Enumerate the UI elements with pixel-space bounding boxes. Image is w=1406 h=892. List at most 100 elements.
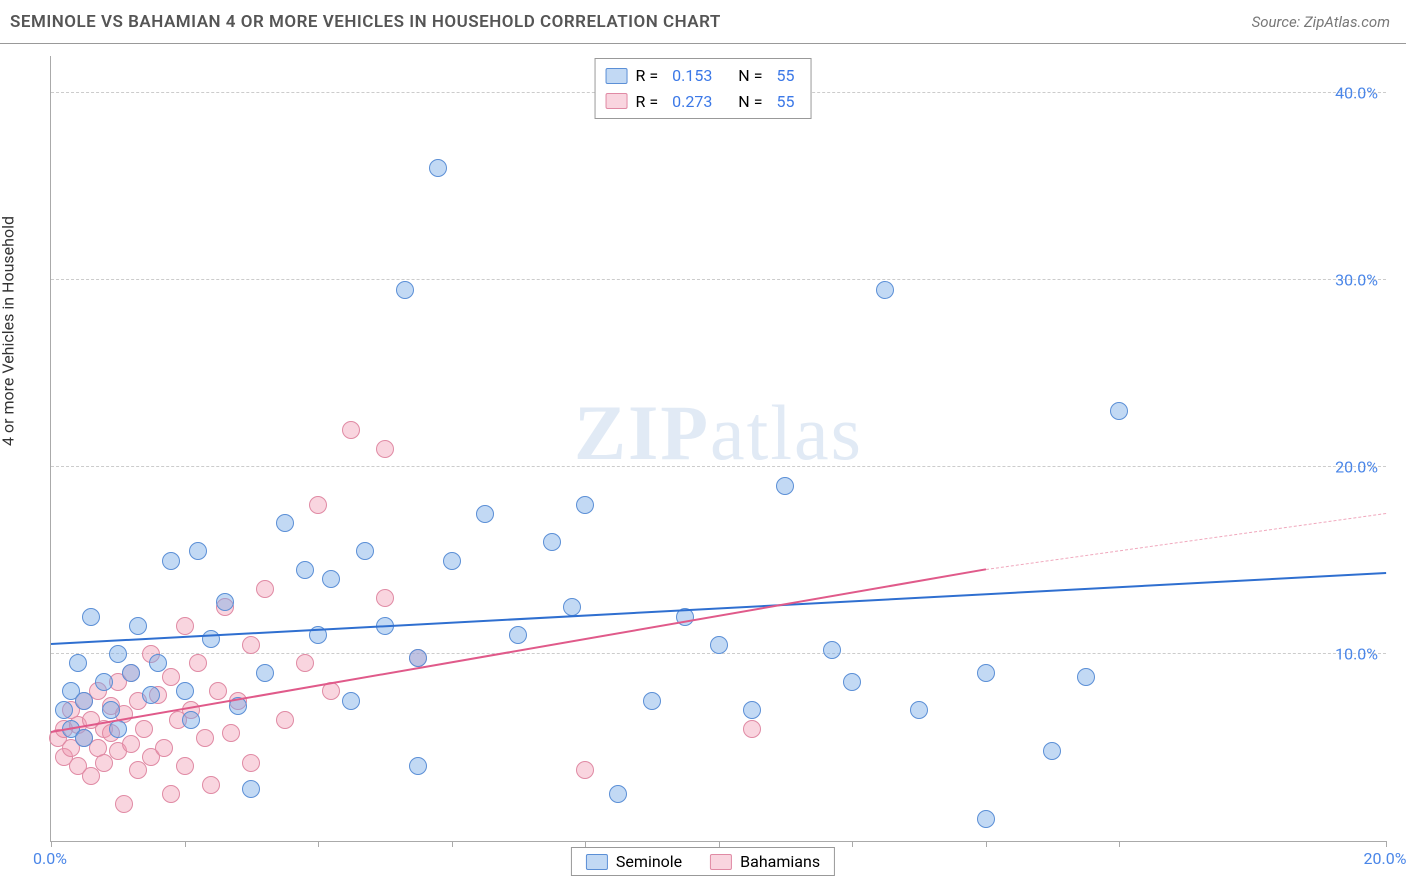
chart-title: SEMINOLE VS BAHAMIAN 4 OR MORE VEHICLES … [10,12,721,32]
swatch-bahamian [606,93,628,109]
gridline-h [51,279,1386,280]
r-label: R = [636,89,659,115]
seminole-point [296,561,314,579]
trend-bahamian [51,568,986,733]
bahamian-point [276,711,294,729]
legend-series: Seminole Bahamians [571,847,835,876]
bahamian-point [209,682,227,700]
seminole-point [977,810,995,828]
trend-bahamian-dash [985,513,1386,570]
xtick [986,841,987,847]
bahamian-point [242,754,260,772]
seminole-point [977,664,995,682]
bahamian-point [115,795,133,813]
legend-label: Bahamians [740,852,820,871]
bahamian-point [296,654,314,672]
bahamian-point [176,757,194,775]
ytick-label: 20.0% [1335,458,1378,477]
bahamian-point [122,735,140,753]
n-value: 55 [776,63,794,89]
n-value: 55 [776,89,794,115]
bahamian-point [176,617,194,635]
seminole-point [122,664,140,682]
bahamian-point [162,785,180,803]
seminole-point [55,701,73,719]
seminole-point [476,505,494,523]
seminole-point [142,686,160,704]
seminole-point [543,533,561,551]
bahamian-point [155,739,173,757]
xtick [51,841,52,847]
bahamian-point [129,761,147,779]
ytick-label: 10.0% [1335,645,1378,664]
ytick-label: 30.0% [1335,271,1378,290]
seminole-point [576,496,594,514]
bahamian-point [376,440,394,458]
seminole-point [710,636,728,654]
xtick [1119,841,1120,847]
seminole-point [256,664,274,682]
legend-label: Seminole [616,852,682,871]
source-label: Source: ZipAtlas.com [1252,13,1390,31]
plot-area: ZIPatlas [50,56,1386,842]
bahamian-point [196,729,214,747]
watermark-bold: ZIP [574,389,710,476]
xtick [1386,841,1387,847]
bahamian-point [202,776,220,794]
seminole-point [743,701,761,719]
bahamian-point [376,589,394,607]
seminole-point [843,673,861,691]
bahamian-point [189,654,207,672]
seminole-point [396,281,414,299]
seminole-point [129,617,147,635]
seminole-point [149,654,167,672]
xtick [852,841,853,847]
xtick [185,841,186,847]
ytick-label: 40.0% [1335,84,1378,103]
bahamian-point [135,720,153,738]
seminole-point [876,281,894,299]
y-axis-label: 4 or more Vehicles in Household [0,216,18,446]
seminole-point [429,159,447,177]
seminole-point [109,645,127,663]
bahamian-point [162,668,180,686]
watermark-rest: atlas [710,389,863,476]
bahamian-point [576,761,594,779]
swatch-seminole [586,854,608,870]
r-label: R = [636,63,659,89]
legend-row-bahamian: R = 0.273 N = 55 [606,89,801,115]
seminole-point [162,552,180,570]
bahamian-point [82,767,100,785]
seminole-point [75,729,93,747]
bahamian-point [256,580,274,598]
legend-item-bahamian: Bahamians [710,852,820,871]
trend-seminole [51,572,1386,645]
seminole-point [216,593,234,611]
seminole-point [189,542,207,560]
seminole-point [409,757,427,775]
bahamian-point [309,496,327,514]
bahamian-point [342,421,360,439]
bahamian-point [242,636,260,654]
seminole-point [1110,402,1128,420]
legend-row-seminole: R = 0.153 N = 55 [606,63,801,89]
seminole-point [242,780,260,798]
seminole-point [342,692,360,710]
seminole-point [182,711,200,729]
swatch-seminole [606,68,628,84]
seminole-point [509,626,527,644]
xtick-label: 20.0% [1364,849,1406,868]
seminole-point [82,608,100,626]
legend-item-seminole: Seminole [586,852,682,871]
seminole-point [109,720,127,738]
seminole-point [322,570,340,588]
swatch-bahamian [710,854,732,870]
seminole-point [609,785,627,803]
seminole-point [823,641,841,659]
seminole-point [563,598,581,616]
seminole-point [356,542,374,560]
seminole-point [776,477,794,495]
n-label: N = [738,63,762,89]
xtick [452,841,453,847]
n-label: N = [738,89,762,115]
